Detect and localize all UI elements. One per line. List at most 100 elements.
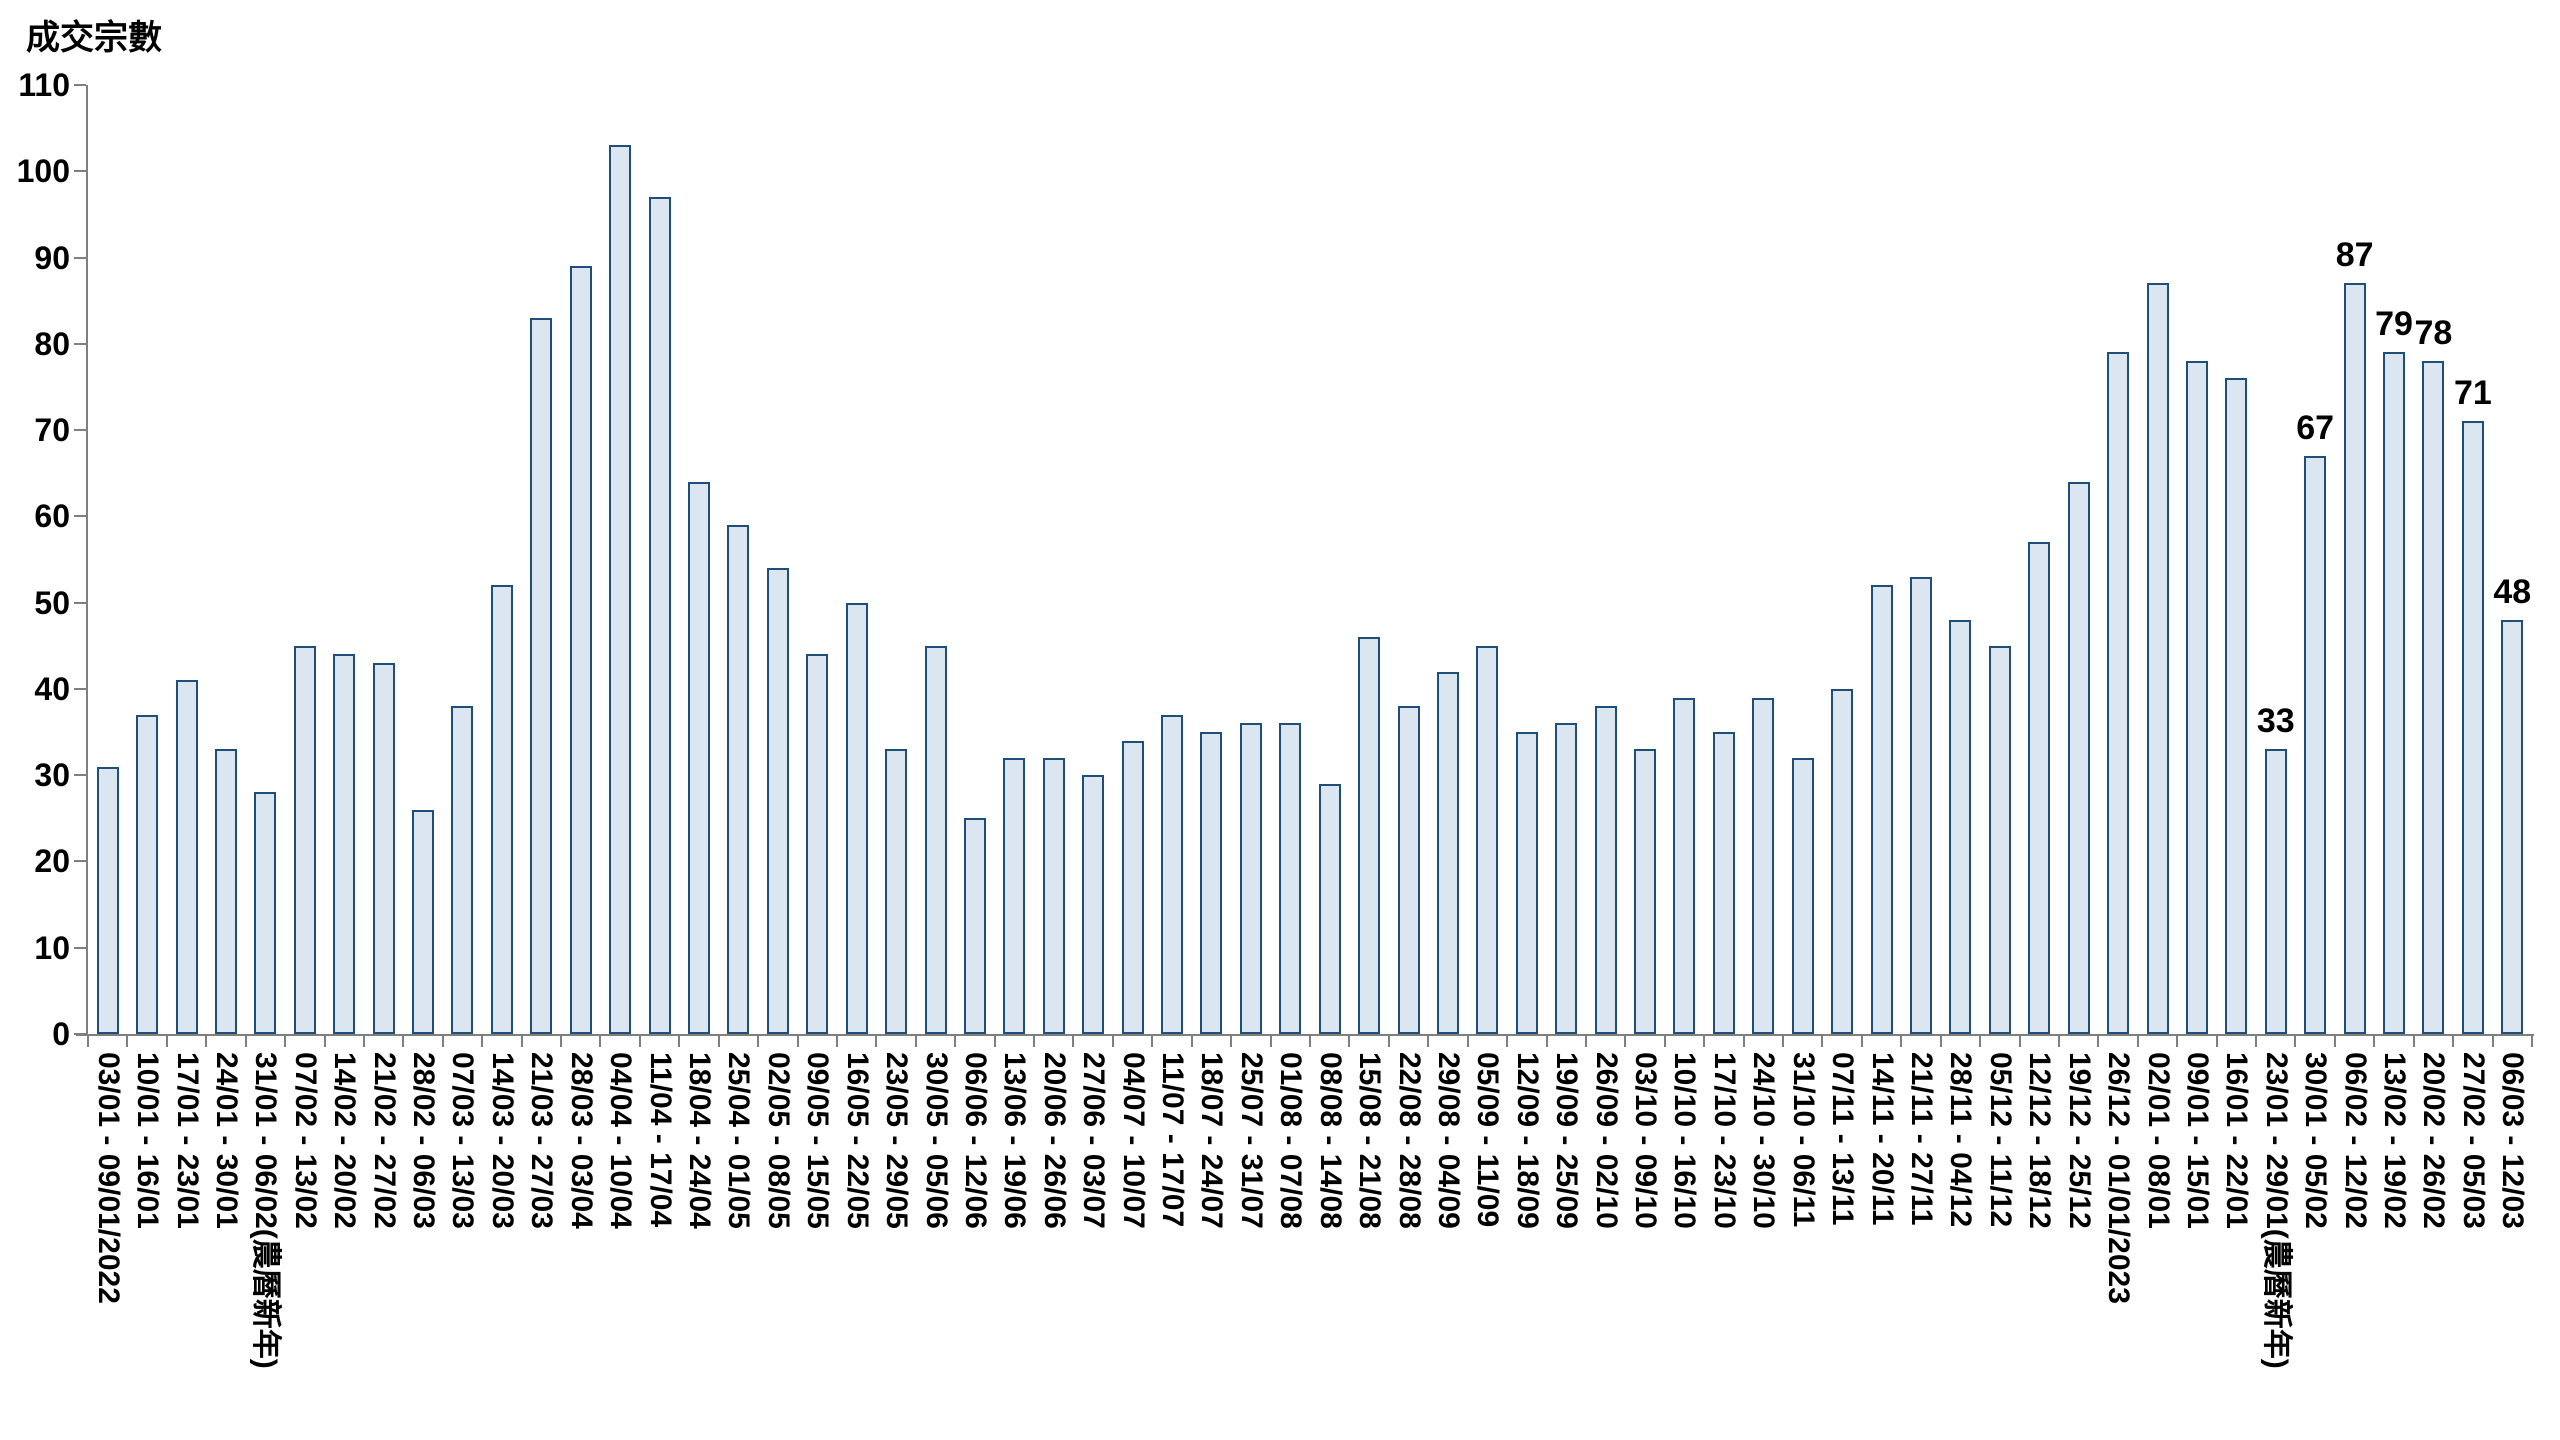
x-axis-tick [362,1034,365,1047]
x-axis-category-label: 13/06 - 19/06 [998,1052,1032,1229]
x-axis-tick [205,1034,208,1047]
bar [2107,352,2130,1034]
bar [2383,352,2406,1034]
x-axis-category-label: 29/08 - 04/09 [1431,1052,1465,1229]
x-axis-tick [2057,1034,2060,1047]
x-axis-category-label: 24/01 - 30/01 [209,1052,243,1229]
x-axis-category-label: 06/06 - 12/06 [958,1052,992,1229]
x-axis-category-label: 06/02 - 12/02 [2338,1052,2372,1229]
x-axis-category-label: 20/06 - 26/06 [1037,1052,1071,1229]
bar [1003,757,1026,1034]
x-axis-category-label: 14/11 - 20/11 [1865,1052,1899,1226]
bar [688,481,710,1034]
x-axis-tick [1545,1034,1548,1047]
bar [2343,283,2366,1034]
x-axis-category-label: 18/04 - 24/04 [683,1052,716,1229]
bar [1555,723,1578,1034]
bar [136,714,159,1034]
x-axis-tick [126,1034,129,1047]
x-axis-category-label: 06/03 - 12/03 [2496,1052,2530,1229]
x-axis-category-label: 23/05 - 29/05 [880,1052,914,1229]
bar [1949,619,1972,1034]
x-axis-category-label: 21/02 - 27/02 [367,1052,401,1229]
x-axis-tick [2215,1034,2218,1047]
bar [2225,378,2248,1034]
x-axis-category-label: 27/02 - 05/03 [2456,1052,2490,1229]
bar [727,524,750,1034]
x-axis-tick [1348,1034,1351,1047]
x-axis-tick [244,1034,247,1047]
x-axis-tick [1151,1034,1154,1047]
x-axis-category-label: 28/02 - 06/03 [407,1052,441,1229]
bar-data-label: 71 [2453,374,2492,413]
bar [1594,706,1617,1034]
bar-data-label: 48 [2493,572,2532,611]
x-axis-category-label: 17/01 - 23/01 [170,1052,204,1229]
x-axis-tick [2412,1034,2415,1047]
bar [1831,688,1854,1034]
bar [254,792,277,1034]
x-axis-tick [1269,1034,1272,1047]
bar [372,663,395,1034]
y-axis-tick [74,601,86,604]
x-axis-line [76,1034,2534,1036]
x-axis-tick [757,1034,760,1047]
bar [1397,706,1420,1034]
bar [845,602,868,1034]
x-axis-tick [2136,1034,2139,1047]
x-axis-category-label: 18/07 - 24/07 [1195,1052,1229,1229]
y-axis-tick-label: 110 [18,67,70,103]
bar-data-label: 79 [2375,305,2413,344]
x-axis-tick [441,1034,444,1047]
x-axis-category-label: 07/03 - 13/03 [446,1052,480,1229]
x-axis-tick [1387,1034,1390,1047]
x-axis-category-label: 07/02 - 13/02 [288,1052,322,1229]
x-axis-tick [402,1034,405,1047]
x-axis-tick [796,1034,799,1047]
y-axis-tick-label: 60 [34,498,70,535]
bar [648,197,671,1034]
x-axis-tick [599,1034,602,1047]
x-axis-category-label: 19/09 - 25/09 [1550,1052,1584,1229]
bar [96,766,119,1034]
y-axis-line [86,85,88,1034]
bar [293,645,316,1034]
bar [569,266,592,1034]
x-axis-tick [520,1034,523,1047]
bar [1476,645,1499,1034]
bar-data-label: 33 [2256,702,2295,741]
x-axis-category-label: 25/07 - 31/07 [1234,1052,1268,1229]
x-axis-tick [1900,1034,1903,1047]
x-axis-category-label: 09/01 - 15/01 [2180,1052,2214,1229]
y-axis-tick [74,946,86,949]
x-axis-tick [1939,1034,1942,1047]
x-axis-category-label: 14/02 - 20/02 [328,1052,362,1229]
bar [1910,576,1932,1034]
x-axis-tick [1190,1034,1193,1047]
x-axis-tick [1506,1034,1509,1047]
x-axis-category-label: 08/08 - 14/08 [1313,1052,1347,1229]
x-axis-tick [717,1034,720,1047]
bar [2501,619,2524,1034]
bar [451,706,474,1034]
x-axis-category-label: 11/07 - 17/07 [1156,1052,1190,1228]
bar [1712,732,1735,1034]
y-axis-tick [74,342,86,345]
bar [2146,283,2169,1034]
x-axis-category-label: 01/08 - 07/08 [1274,1052,1308,1229]
bar [1082,775,1105,1034]
x-axis-tick [2255,1034,2258,1047]
bar [1279,723,1302,1034]
bar [2028,542,2051,1034]
x-axis-category-label: 11/04 - 17/04 [643,1052,677,1228]
bar-data-label: 67 [2296,408,2335,447]
x-axis-tick [1230,1034,1233,1047]
bar [490,585,513,1034]
bar [609,145,632,1034]
bar [1515,732,1538,1034]
bar [530,317,553,1034]
x-axis-category-label: 26/09 - 02/10 [1589,1052,1623,1229]
x-axis-category-label: 10/01 - 16/01 [131,1052,165,1229]
x-axis-category-label: 10/10 - 16/10 [1668,1052,1702,1229]
x-axis-tick [560,1034,563,1047]
